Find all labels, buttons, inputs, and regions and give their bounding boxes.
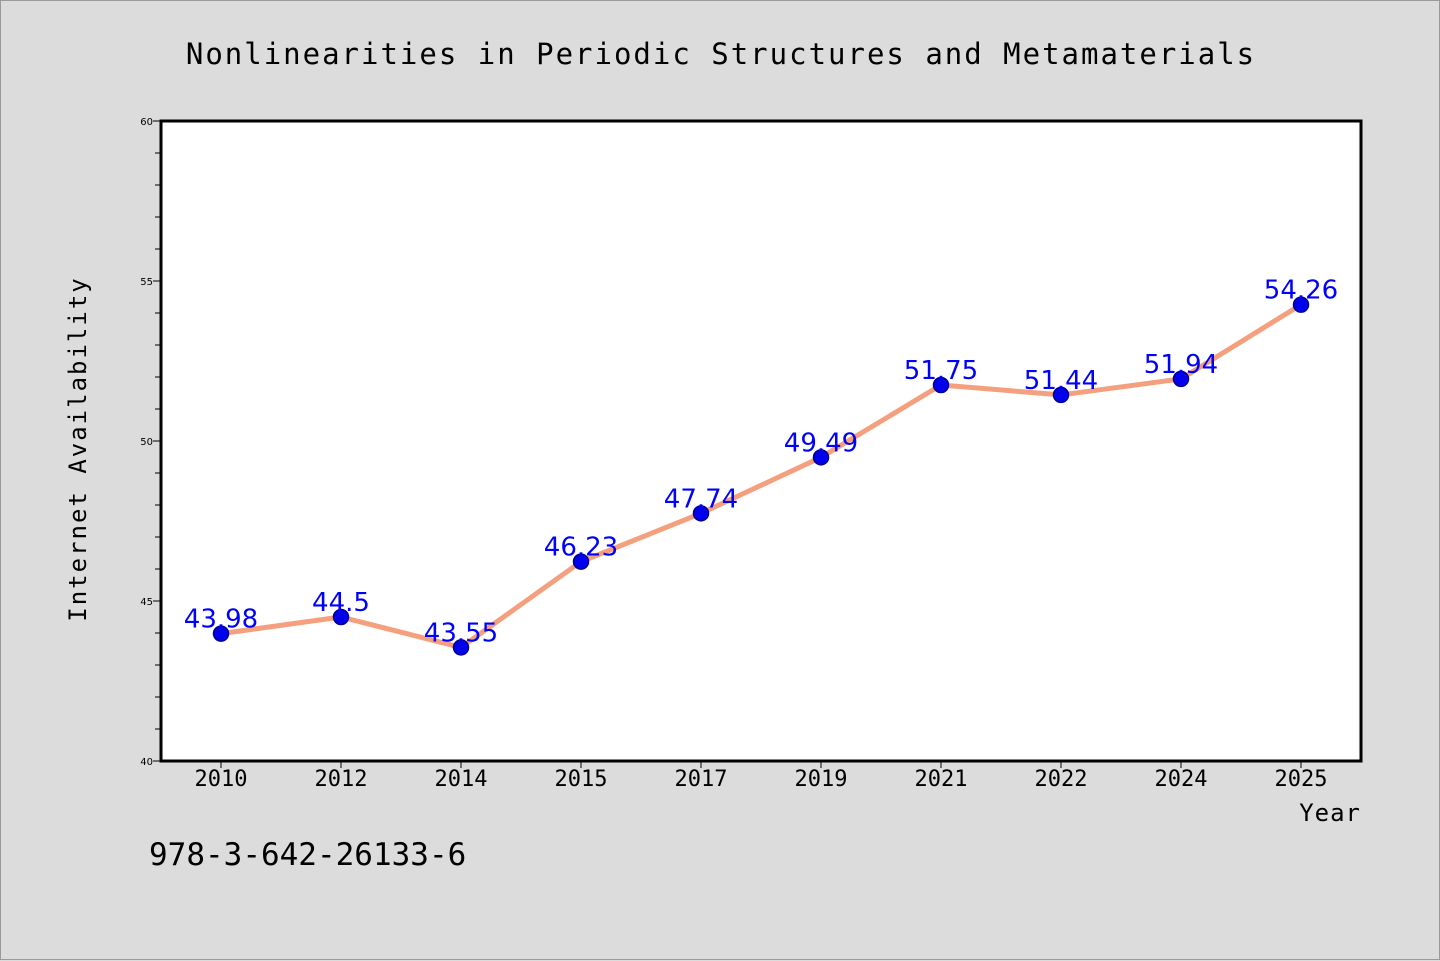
x-tick-label: 2022	[1035, 767, 1088, 792]
x-tick-label: 2017	[675, 767, 728, 792]
x-tick-label: 2010	[195, 767, 248, 792]
data-label: 51.94	[1144, 350, 1218, 380]
x-tick-label: 2021	[915, 767, 968, 792]
series-line-group	[218, 302, 1304, 650]
y-tick-label: 40	[140, 757, 153, 768]
data-label: 49.49	[784, 428, 858, 458]
x-tick-label: 2019	[795, 767, 848, 792]
data-label: 44.5	[312, 588, 370, 618]
data-label: 51.44	[1024, 366, 1098, 396]
chart-title: Nonlinearities in Periodic Structures an…	[186, 37, 1256, 71]
y-tick-label: 55	[140, 277, 153, 288]
data-label: 51.75	[904, 356, 978, 386]
data-point	[1292, 296, 1310, 313]
y-tick-label: 60	[140, 117, 153, 128]
y-tick-label: 50	[140, 437, 153, 448]
x-axis-label: Year	[1299, 799, 1361, 827]
x-tick-label: 2024	[1155, 767, 1208, 792]
x-tick-label: 2012	[315, 767, 368, 792]
data-label: 47.74	[664, 484, 738, 514]
markers	[212, 296, 1310, 656]
x-axis: 2010 2012 2014 2015 2017 2019 2021 2022 2024 2025	[195, 761, 1328, 792]
data-point	[1172, 370, 1190, 388]
data-label: 46.23	[544, 533, 618, 563]
y-tick-label: 45	[140, 597, 153, 608]
data-labels: 43.98 44.5 43.55 46.23 47.74 49.49 51.75 51.44 5…	[184, 276, 1338, 649]
data-label: 43.55	[424, 618, 498, 648]
data-point	[212, 625, 230, 642]
data-point	[1052, 386, 1070, 404]
data-point	[692, 505, 710, 522]
data-point	[572, 553, 590, 570]
series-line	[218, 302, 1304, 650]
plot-area	[159, 119, 1363, 763]
y-axis-label: Internet Availability	[64, 276, 92, 621]
x-tick-label: 2014	[435, 767, 488, 792]
data-point	[812, 449, 830, 466]
data-label: 43.98	[184, 605, 258, 635]
x-tick-label: 2025	[1275, 767, 1328, 792]
data-point	[932, 376, 950, 394]
x-tick-label: 2015	[555, 767, 608, 792]
y-axis: 40 45 50 55 60	[140, 117, 161, 768]
data-point	[452, 639, 470, 656]
isbn-annotation: 978-3-642-26133-6	[149, 837, 466, 873]
data-point	[332, 608, 350, 626]
data-label: 54.26	[1264, 276, 1338, 306]
